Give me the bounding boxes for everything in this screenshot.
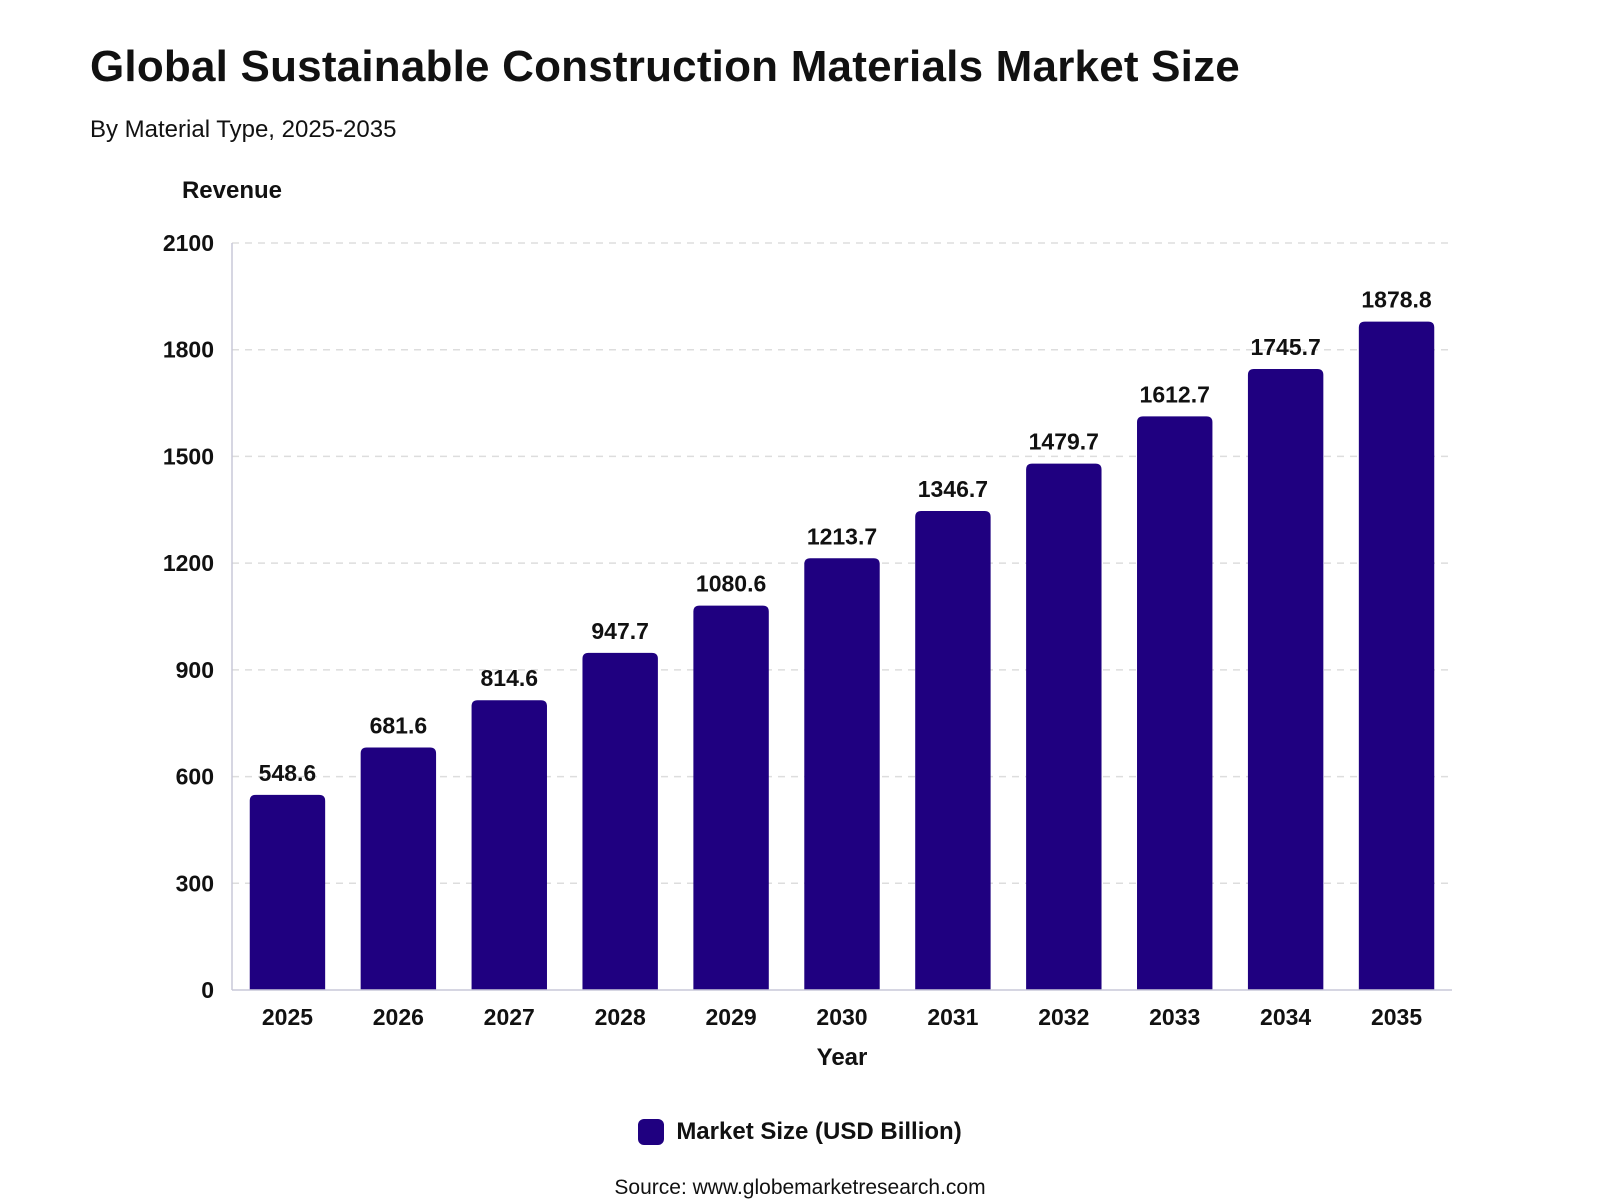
legend-label: Market Size (USD Billion) [676, 1118, 962, 1145]
bar [249, 794, 326, 990]
y-axis-title: Revenue [182, 177, 282, 204]
x-axis-title: Year [817, 1044, 868, 1071]
y-tick-label: 1200 [163, 550, 214, 576]
y-tick-label: 600 [176, 764, 214, 790]
data-label: 1745.7 [1250, 334, 1320, 360]
y-tick-label: 300 [176, 870, 214, 896]
x-tick-label: 2029 [706, 1004, 757, 1030]
bar [915, 510, 991, 990]
y-tick-label: 1500 [163, 443, 214, 469]
x-tick-label: 2032 [1038, 1004, 1089, 1030]
data-label: 1878.8 [1361, 287, 1432, 313]
chart-title: Global Sustainable Construction Material… [90, 42, 1240, 91]
data-labels: 548.6 681.6 814.6 947.7 1080.6 1213.7 1346.7 14… [259, 287, 1432, 786]
data-label: 1080.6 [696, 571, 766, 597]
bars [249, 321, 1435, 991]
y-tick-label: 0 [201, 977, 214, 1003]
x-tick-label: 2025 [262, 1004, 313, 1030]
bar [582, 652, 658, 990]
data-label: 814.6 [480, 665, 538, 691]
bar [360, 747, 437, 990]
data-label: 1612.7 [1140, 381, 1210, 407]
x-tick-label: 2027 [484, 1004, 535, 1030]
x-tick-label: 2031 [927, 1004, 978, 1030]
x-tick-label: 2026 [373, 1004, 424, 1030]
x-tick-label: 2030 [816, 1004, 867, 1030]
bar [471, 700, 547, 990]
y-tick-label: 2100 [163, 230, 214, 256]
bar [1358, 321, 1435, 991]
legend-item[interactable]: Market Size (USD Billion) [638, 1118, 962, 1146]
data-label: 1346.7 [918, 476, 988, 502]
y-tick-label: 900 [176, 657, 214, 683]
legend: Market Size (USD Billion) [0, 1118, 1600, 1150]
bar [693, 605, 769, 990]
x-tick-label: 2034 [1260, 1004, 1311, 1030]
data-label: 681.6 [370, 713, 428, 739]
bar [1026, 463, 1102, 991]
source-note: Source: www.globemarketresearch.com [614, 1176, 986, 1199]
x-tick-label: 2028 [595, 1004, 646, 1030]
bar-chart: Revenue 0 300 600 900 1200 1500 1800 2100 548.6… [163, 177, 1452, 1071]
legend-swatch [638, 1119, 665, 1145]
data-label: 1479.7 [1029, 429, 1099, 455]
x-tick-label: 2033 [1149, 1004, 1200, 1030]
data-label: 548.6 [259, 760, 317, 786]
bar [1247, 369, 1324, 991]
bar [804, 558, 880, 990]
data-label: 947.7 [591, 618, 649, 644]
bar [1137, 416, 1213, 990]
chart-subtitle: By Material Type, 2025-2035 [90, 116, 397, 143]
x-tick-label: 2035 [1371, 1004, 1422, 1030]
y-axis-ticks: 0 300 600 900 1200 1500 1800 2100 [163, 230, 214, 1003]
x-axis-ticks: 2025 2026 2027 2028 2029 2030 2031 2032 2033 2034… [262, 1004, 1422, 1030]
y-tick-label: 1800 [163, 337, 214, 363]
data-label: 1213.7 [807, 523, 877, 549]
